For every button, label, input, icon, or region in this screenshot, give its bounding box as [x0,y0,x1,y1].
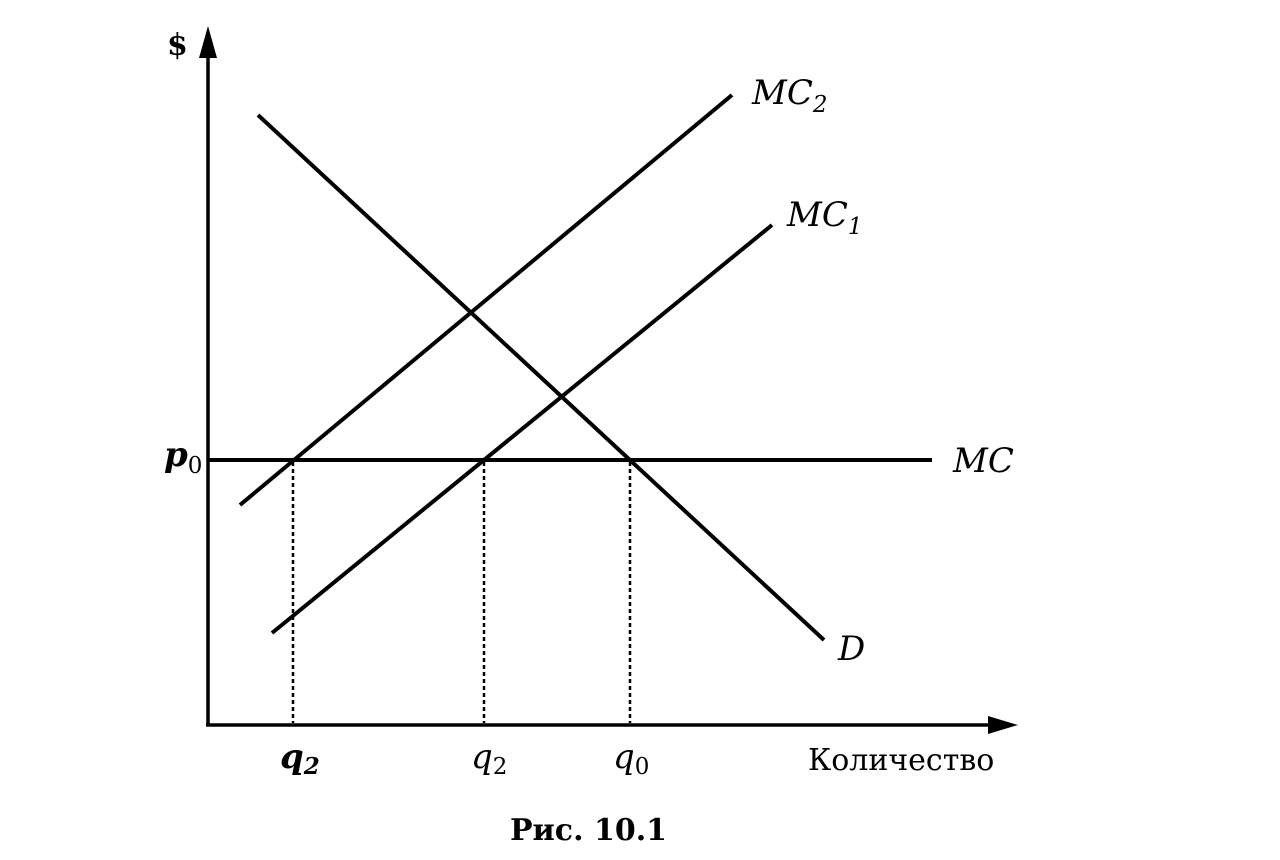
demand-label: D [837,629,865,669]
q2-middle-label-sub: 2 [493,754,508,780]
q0-label-sub: 0 [635,754,650,780]
y-axis-label: $ [167,28,188,63]
demand-curve [256,113,826,642]
p0-label-main: p [164,435,188,475]
mc2-label: MC2 [751,73,827,118]
q2-left-label: q2 [280,737,320,780]
figure-caption: Рис. 10.1 [510,813,667,848]
mc-label: MC [952,441,1014,481]
q2-left-label-main: q [280,737,304,777]
mc1-label: MC1 [786,195,862,240]
x-axis-label: Количество [808,743,994,778]
mc2-label-main: MC [751,73,813,113]
p0-label-sub: 0 [188,453,203,479]
p0-label: p0 [164,435,202,479]
q2-middle-label-main: q [471,737,493,777]
mc1-label-main: MC [786,195,848,235]
mc2-curve [238,93,734,507]
q2-left-label-sub: 2 [303,753,320,780]
mc1-curve [270,223,774,635]
mc2-label-sub: 2 [812,92,828,118]
q0-label: q0 [613,737,649,780]
q2-middle-label: q2 [471,737,507,780]
q0-label-main: q [613,737,635,777]
mc1-label-sub: 1 [848,214,863,240]
x-axis-arrowhead [988,716,1018,734]
y-axis-arrowhead [199,26,217,58]
